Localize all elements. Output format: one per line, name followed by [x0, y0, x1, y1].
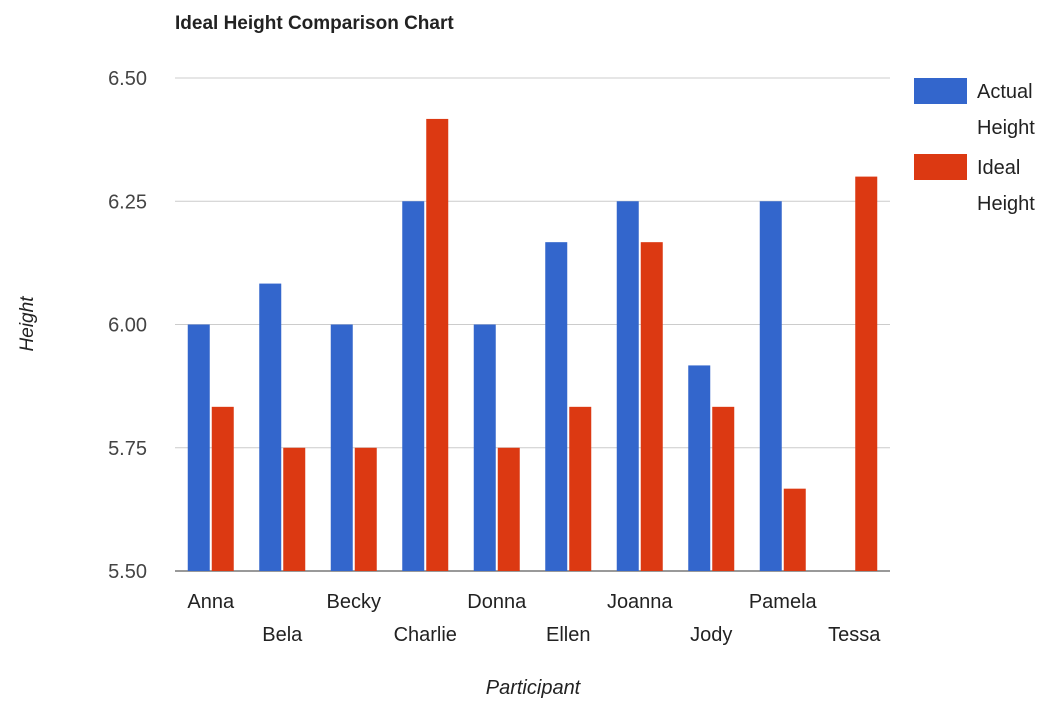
bar-ellen-ideal[interactable] — [569, 406, 592, 571]
x-tick-label: Bela — [262, 624, 303, 646]
bar-joanna-ideal[interactable] — [640, 242, 663, 571]
bar-bela-actual[interactable] — [259, 283, 282, 571]
legend-swatch — [914, 78, 967, 104]
chart-title: Ideal Height Comparison Chart — [175, 13, 454, 34]
y-tick-label: 5.75 — [108, 438, 147, 460]
y-tick-label: 6.00 — [108, 315, 147, 337]
bar-tessa-ideal[interactable] — [855, 176, 878, 571]
y-tick-label: 6.50 — [108, 68, 147, 90]
bar-joanna-actual[interactable] — [616, 201, 639, 571]
y-tick-labels: 5.50 5.75 6.00 6.25 6.50 — [108, 68, 147, 583]
x-tick-label: Charlie — [394, 624, 457, 646]
x-tick-label: Pamela — [749, 591, 818, 613]
bar-anna-actual[interactable] — [187, 324, 210, 572]
x-tick-label: Joanna — [607, 591, 673, 613]
x-tick-label: Donna — [467, 591, 527, 613]
legend-label: Actual — [977, 81, 1033, 103]
bar-jody-actual[interactable] — [688, 365, 711, 571]
bar-becky-actual[interactable] — [330, 324, 353, 572]
bar-donna-actual[interactable] — [473, 324, 496, 572]
y-tick-label: 5.50 — [108, 561, 147, 583]
y-axis-label: Height — [17, 296, 38, 352]
bar-jody-ideal[interactable] — [712, 406, 735, 571]
bar-donna-ideal[interactable] — [497, 447, 520, 571]
x-axis-label: Participant — [486, 677, 582, 699]
legend: Actual Height Ideal Height — [914, 78, 1035, 215]
legend-label: Height — [977, 193, 1035, 215]
gridlines — [175, 77, 890, 572]
x-tick-label: Ellen — [546, 624, 590, 646]
bar-bela-ideal[interactable] — [283, 447, 306, 571]
x-tick-label: Anna — [187, 591, 235, 613]
bar-pamela-actual[interactable] — [759, 201, 782, 571]
bars — [187, 118, 878, 572]
bar-pamela-ideal[interactable] — [783, 488, 806, 571]
bar-charlie-actual[interactable] — [402, 201, 425, 571]
x-tick-label: Tessa — [828, 624, 881, 646]
bar-becky-ideal[interactable] — [354, 447, 377, 571]
legend-swatch — [914, 154, 967, 180]
x-tick-labels: Anna Bela Becky Charlie Donna Ellen Joanna Jody… — [187, 591, 881, 646]
bar-charlie-ideal[interactable] — [426, 118, 449, 571]
legend-label: Height — [977, 117, 1035, 139]
bar-ellen-actual[interactable] — [545, 242, 568, 571]
y-tick-label: 6.25 — [108, 191, 147, 213]
x-tick-label: Becky — [327, 591, 381, 613]
bar-anna-ideal[interactable] — [211, 406, 234, 571]
legend-label: Ideal — [977, 157, 1020, 179]
x-tick-label: Jody — [690, 624, 732, 646]
